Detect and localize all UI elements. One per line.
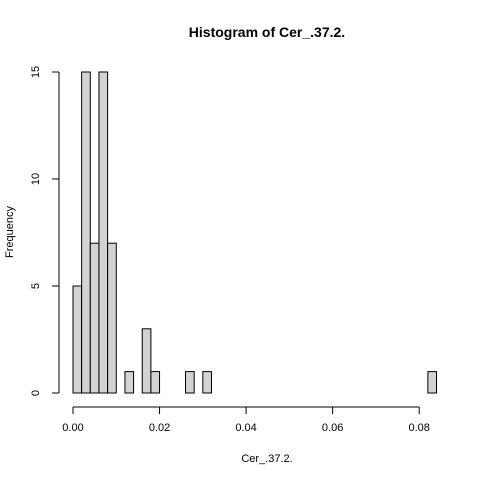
x-tick-label-2: 0.04 bbox=[235, 422, 256, 434]
histogram-bar-9 bbox=[150, 371, 161, 394]
y-tick-label-0: 0 bbox=[30, 390, 42, 396]
y-axis: 0 5 10 15 bbox=[30, 66, 60, 396]
histogram-bar-1 bbox=[81, 71, 91, 394]
histogram-bar-41 bbox=[427, 371, 438, 394]
x-tick-label-0: 0.00 bbox=[62, 422, 83, 434]
x-axis: 0.00 0.02 0.04 0.06 0.08 bbox=[62, 406, 430, 434]
histogram-bar-0 bbox=[72, 285, 83, 394]
y-tick-label-2: 10 bbox=[30, 173, 42, 185]
y-tick-label-3: 15 bbox=[30, 66, 42, 78]
histogram-bar-15 bbox=[202, 371, 212, 394]
bars-group bbox=[72, 71, 438, 394]
x-axis-label: Cer_.37.2. bbox=[241, 453, 292, 465]
histogram-bar-3 bbox=[98, 71, 109, 394]
histogram-bar-8 bbox=[141, 328, 152, 394]
x-tick-label-1: 0.02 bbox=[149, 422, 170, 434]
histogram-bar-4 bbox=[107, 242, 117, 394]
y-tick-label-1: 5 bbox=[30, 283, 42, 289]
histogram-bar-13 bbox=[185, 371, 195, 394]
y-axis-label: Frequency bbox=[4, 206, 16, 258]
histogram-bar-6 bbox=[124, 371, 135, 394]
x-tick-label-3: 0.06 bbox=[322, 422, 343, 434]
chart-title: Histogram of Cer_.37.2. bbox=[189, 24, 345, 40]
x-tick-label-4: 0.08 bbox=[408, 422, 429, 434]
histogram-bar-2 bbox=[89, 242, 100, 394]
